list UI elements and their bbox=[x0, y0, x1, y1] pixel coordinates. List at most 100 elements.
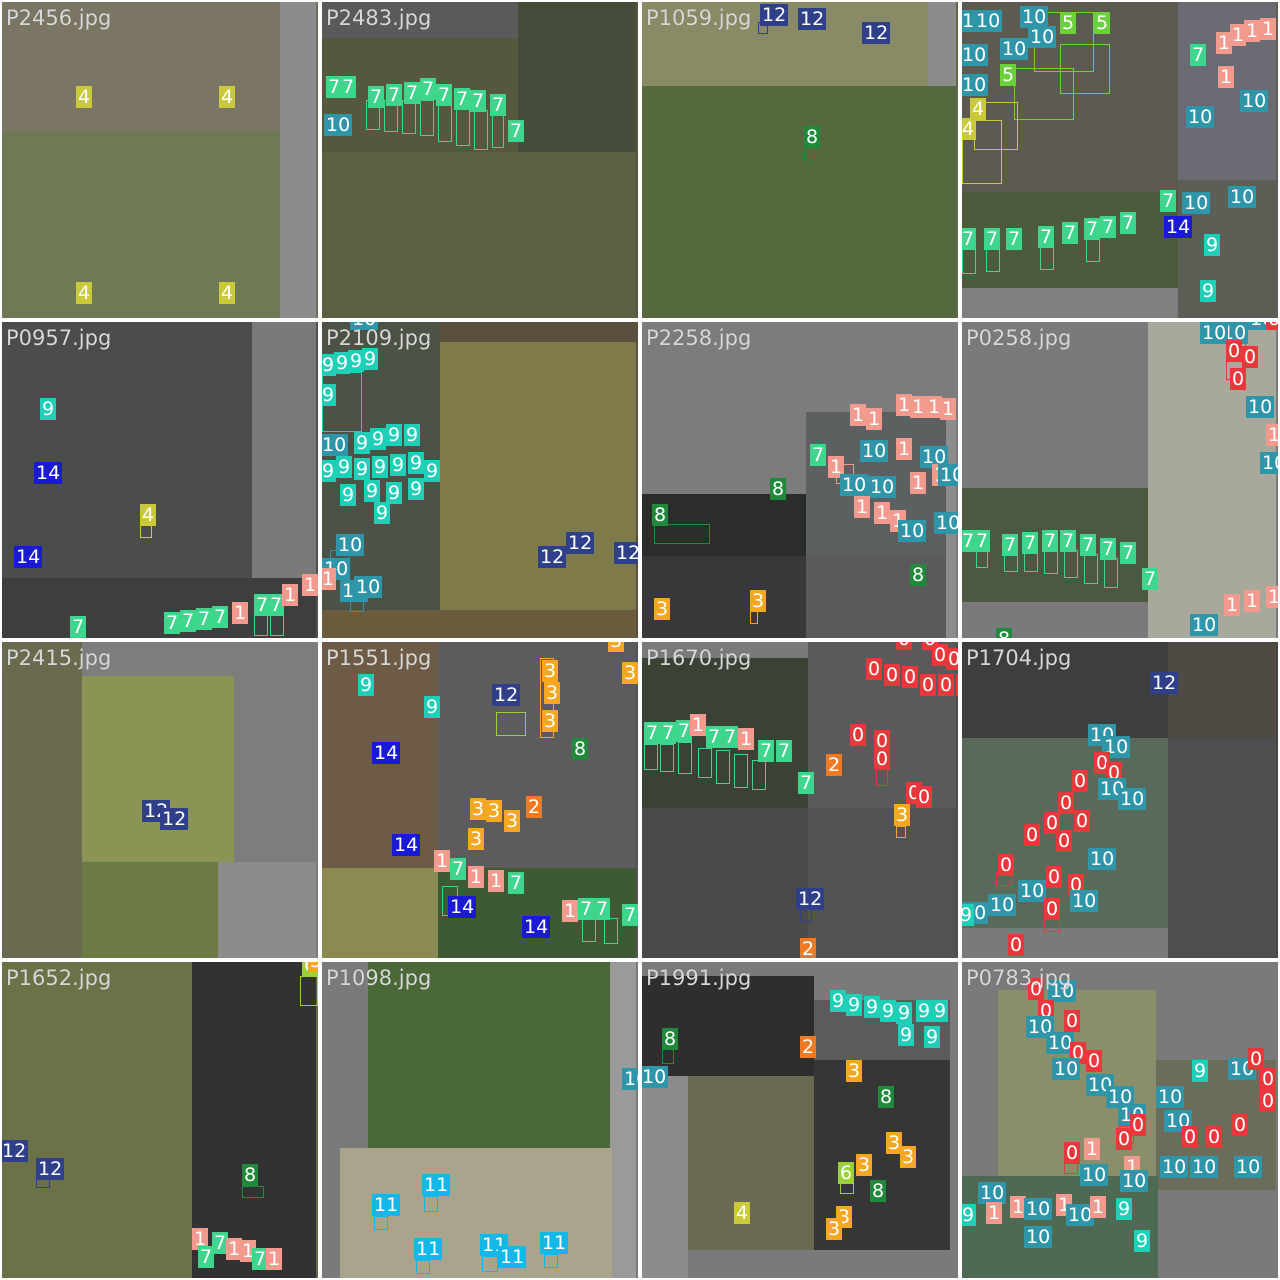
image-patch bbox=[2, 962, 192, 1278]
bounding-box bbox=[424, 1196, 438, 1212]
image-patch bbox=[82, 862, 218, 958]
class-label: 7 bbox=[1084, 218, 1101, 240]
class-label: 10 bbox=[336, 534, 365, 556]
class-label: 7 bbox=[340, 76, 357, 98]
class-label: 7 bbox=[450, 858, 467, 880]
class-label: 7 bbox=[722, 726, 739, 748]
class-label: 9 bbox=[924, 1026, 941, 1048]
class-label: 9 bbox=[404, 424, 421, 446]
class-label: 0 bbox=[884, 664, 901, 686]
class-label: 10 bbox=[1228, 186, 1257, 208]
class-label: 3 bbox=[542, 710, 559, 732]
class-label: 10 bbox=[1080, 1164, 1109, 1186]
class-label: 0 bbox=[956, 674, 958, 696]
bounding-box bbox=[1104, 558, 1118, 588]
tile-filename: P0783.jpg bbox=[966, 966, 1072, 990]
class-label: 3 bbox=[846, 1060, 863, 1082]
class-label: 1 bbox=[1216, 32, 1233, 54]
class-label: 7 bbox=[974, 530, 991, 552]
bounding-box bbox=[402, 100, 416, 134]
class-label: 2 bbox=[826, 754, 843, 776]
bounding-box bbox=[456, 106, 470, 146]
class-label: 9 bbox=[386, 424, 403, 446]
class-label: 2 bbox=[800, 1036, 817, 1058]
class-label: 9 bbox=[1192, 1060, 1209, 1082]
image-patch bbox=[2, 322, 252, 578]
class-label: 0 bbox=[1248, 1048, 1265, 1070]
image-patch bbox=[962, 288, 1178, 318]
image-patch bbox=[642, 1076, 688, 1278]
bounding-box bbox=[1044, 918, 1060, 932]
class-label: 3 bbox=[504, 810, 521, 832]
class-label: 9 bbox=[354, 458, 371, 480]
class-label: 10 bbox=[1066, 1204, 1095, 1226]
bounding-box bbox=[300, 976, 318, 1006]
class-label: 9 bbox=[386, 482, 403, 504]
class-label: 10 bbox=[1190, 1156, 1219, 1178]
class-label: 1 bbox=[1244, 20, 1261, 42]
image-patch bbox=[642, 86, 956, 318]
class-label: 10 bbox=[1046, 1032, 1075, 1054]
class-label: 9 bbox=[846, 994, 863, 1016]
class-label: 9 bbox=[898, 1024, 915, 1046]
class-label: 4 bbox=[962, 118, 977, 140]
class-label: 10 bbox=[974, 10, 1003, 32]
class-label: 1 bbox=[1266, 586, 1278, 608]
class-label: 2 bbox=[526, 796, 543, 818]
class-label: 3 bbox=[654, 598, 671, 620]
tile-filename: P2483.jpg bbox=[326, 6, 432, 30]
class-label: 7 bbox=[758, 740, 775, 762]
image-patch bbox=[440, 342, 636, 610]
mosaic-tile: 1010010000101107777777777111108P0258.jpg bbox=[962, 322, 1278, 638]
class-label: 10 bbox=[1260, 452, 1278, 474]
class-label: 0 bbox=[850, 724, 867, 746]
class-label: 4 bbox=[219, 282, 236, 304]
bounding-box bbox=[254, 614, 268, 636]
bounding-box bbox=[716, 750, 730, 784]
class-label: 1 bbox=[302, 574, 318, 596]
class-label: 0 bbox=[896, 642, 913, 650]
class-label: 10 bbox=[962, 44, 989, 66]
class-label: 10 bbox=[840, 474, 869, 496]
class-label: 9 bbox=[932, 1000, 949, 1022]
bounding-box bbox=[492, 112, 504, 148]
mosaic-tile: 111111101107110101110881111010833P2258.j… bbox=[642, 322, 958, 638]
class-label: 8 bbox=[910, 564, 927, 586]
tile-filename: P2415.jpg bbox=[6, 646, 112, 670]
class-label: 1 bbox=[1010, 1196, 1027, 1218]
class-label: 7 bbox=[404, 82, 421, 104]
mosaic-tile: 9 9 9 9 9 9 9 9 9 8 2 3 10 8 3 3 3 6 8 4 3 3 P1991.jpg bbox=[642, 962, 958, 1278]
class-label: 7 bbox=[706, 726, 723, 748]
class-label: 9 bbox=[916, 1000, 933, 1022]
class-label: 10 bbox=[622, 1068, 638, 1090]
class-label: 10 bbox=[1182, 192, 1211, 214]
mosaic-tile: 12 10 10 0 0 0 0 10 10 0 0 0 0 10 0 0 10 0 10 10 0 10 9 0 P1704.… bbox=[962, 642, 1278, 958]
class-label: 1 bbox=[322, 568, 337, 590]
bounding-box bbox=[750, 610, 758, 624]
class-label: 3 bbox=[894, 804, 911, 826]
tile-filename: P1670.jpg bbox=[646, 646, 752, 670]
bounding-box bbox=[582, 918, 596, 942]
class-label: 7 bbox=[368, 86, 385, 108]
class-label: 14 bbox=[392, 834, 421, 856]
class-label: 10 bbox=[1088, 848, 1117, 870]
class-label: 6 bbox=[838, 1162, 855, 1184]
class-label: 0 bbox=[920, 674, 937, 696]
tile-filename: P0957.jpg bbox=[6, 326, 112, 350]
image-patch bbox=[642, 976, 814, 1076]
class-label: 11 bbox=[498, 1246, 527, 1268]
class-label: 7 bbox=[776, 740, 793, 762]
class-label: 0 bbox=[1064, 1142, 1081, 1164]
class-label: 7 bbox=[470, 90, 487, 112]
class-label: 0 bbox=[1074, 810, 1091, 832]
class-label: 9 bbox=[370, 428, 387, 450]
class-label: 1 bbox=[1266, 424, 1278, 446]
class-label: 3 bbox=[886, 1132, 903, 1154]
bounding-box bbox=[962, 120, 1002, 184]
image-patch bbox=[280, 2, 316, 318]
class-label: 1 bbox=[896, 438, 913, 460]
class-label: 1 bbox=[282, 584, 299, 606]
class-label: 3 bbox=[544, 682, 561, 704]
mosaic-tile: 9 14 4 14 7 7 7 7 7 1 7 7 1 1 P0957.jpg bbox=[2, 322, 318, 638]
class-label: 8 bbox=[996, 628, 1013, 638]
